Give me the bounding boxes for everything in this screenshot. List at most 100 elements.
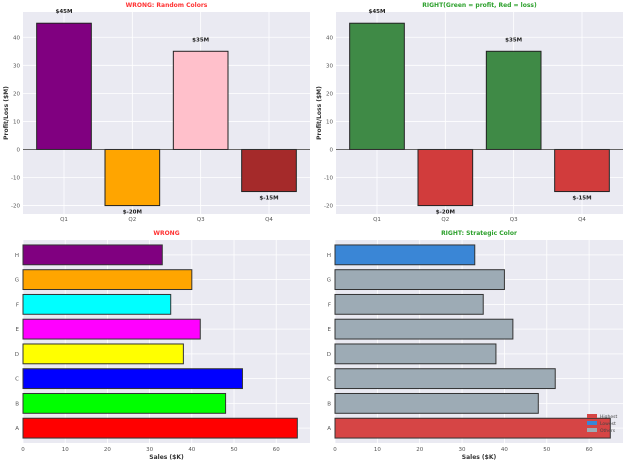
- bar-d: [22, 343, 184, 365]
- y-tick-label: -20: [11, 204, 20, 210]
- y-tick-label: 30: [13, 63, 20, 69]
- y-tick-label: H: [15, 253, 19, 259]
- y-axis-label: Profit/Loss ($M): [316, 86, 323, 140]
- x-axis-label: Sales ($K): [149, 454, 184, 461]
- y-tick-label: A: [327, 426, 331, 432]
- y-tick-label: 40: [13, 35, 20, 41]
- y-tick-label: G: [15, 278, 19, 284]
- x-tick-label: 50: [231, 447, 238, 453]
- x-tick-label: 0: [333, 447, 337, 453]
- chart-3: [334, 240, 623, 443]
- chart-0: [23, 12, 310, 214]
- chart-2: [22, 240, 310, 443]
- y-tick-label: 20: [13, 91, 20, 97]
- x-tick-label: 30: [459, 447, 466, 453]
- x-tick-label: 10: [374, 447, 381, 453]
- y-axis-label: Profit/Loss ($M): [3, 86, 10, 140]
- y-tick-label: 40: [326, 35, 333, 41]
- y-tick-label: 30: [326, 63, 333, 69]
- legend-label: Highest: [600, 414, 617, 420]
- x-tick-label: 60: [586, 447, 593, 453]
- data-label: $35M: [505, 37, 522, 43]
- bar-a: [334, 417, 611, 439]
- bar-h: [22, 244, 163, 266]
- legend-swatch: [587, 414, 597, 418]
- bar-f: [334, 293, 484, 315]
- bar-a: [22, 417, 298, 439]
- y-tick-label: 10: [13, 119, 20, 125]
- x-tick-label: Q1: [60, 217, 68, 223]
- bar-q4: [241, 148, 297, 193]
- bar-b: [334, 392, 539, 414]
- y-tick-label: 10: [326, 119, 333, 125]
- x-tick-label: 40: [188, 447, 195, 453]
- data-label: $45M: [369, 9, 386, 15]
- x-tick-label: 10: [62, 447, 69, 453]
- bar-e: [22, 318, 201, 340]
- bar-f: [22, 293, 172, 315]
- y-tick-label: 0: [330, 147, 334, 153]
- bar-q3: [485, 50, 542, 150]
- y-tick-label: D: [15, 352, 19, 358]
- x-tick-label: 40: [501, 447, 508, 453]
- bar-g: [22, 269, 193, 291]
- chart-title: WRONG: [153, 230, 179, 237]
- data-label: $35M: [192, 37, 209, 43]
- y-tick-label: C: [327, 377, 331, 383]
- bar-q2: [104, 148, 161, 207]
- y-tick-label: -20: [324, 204, 333, 210]
- bar-e: [334, 318, 514, 340]
- data-label: $-20M: [123, 210, 142, 216]
- bar-h: [334, 244, 476, 266]
- x-tick-label: 20: [104, 447, 111, 453]
- y-tick-label: 20: [326, 91, 333, 97]
- legend-swatch: [587, 421, 597, 425]
- bar-q4: [554, 148, 610, 193]
- legend-label: Lowest: [600, 421, 616, 427]
- bar-g: [334, 269, 505, 291]
- chart-1: [336, 12, 623, 214]
- y-tick-label: D: [327, 352, 331, 358]
- y-tick-label: A: [15, 426, 19, 432]
- chart-title: RIGHT(Green = profit, Red = loss): [422, 2, 537, 9]
- x-tick-label: Q4: [578, 217, 586, 223]
- y-tick-label: H: [327, 253, 331, 259]
- y-tick-label: -10: [324, 176, 333, 182]
- legend-swatch: [587, 428, 597, 432]
- y-tick-label: E: [328, 327, 332, 333]
- y-tick-label: F: [16, 302, 19, 308]
- y-tick-label: E: [16, 327, 20, 333]
- chart-title: WRONG: Random Colors: [126, 2, 208, 9]
- data-label: $-15M: [572, 196, 591, 202]
- x-tick-label: Q4: [265, 217, 273, 223]
- x-tick-label: Q3: [197, 217, 205, 223]
- x-tick-label: 50: [543, 447, 550, 453]
- chart-title: RIGHT: Strategic Color: [441, 230, 517, 237]
- x-tick-label: Q3: [510, 217, 518, 223]
- y-tick-label: 0: [17, 147, 21, 153]
- x-tick-label: Q2: [441, 217, 449, 223]
- y-tick-label: B: [15, 401, 19, 407]
- x-tick-label: Q1: [373, 217, 381, 223]
- x-tick-label: 0: [21, 447, 25, 453]
- x-tick-label: 20: [416, 447, 423, 453]
- bar-q3: [172, 50, 229, 150]
- bar-q1: [349, 22, 405, 150]
- y-tick-label: -10: [11, 176, 20, 182]
- data-label: $-15M: [259, 196, 278, 202]
- data-label: $45M: [56, 9, 73, 15]
- y-tick-label: F: [328, 302, 331, 308]
- bar-c: [334, 368, 556, 390]
- y-tick-label: G: [327, 278, 331, 284]
- x-tick-label: 60: [273, 447, 280, 453]
- bar-c: [22, 368, 243, 390]
- bar-q1: [36, 22, 92, 150]
- bar-b: [22, 392, 227, 414]
- data-label: $-20M: [436, 210, 455, 216]
- x-axis-label: Sales ($K): [462, 454, 497, 461]
- x-tick-label: 30: [146, 447, 153, 453]
- bar-q2: [417, 148, 474, 207]
- x-tick-label: Q2: [128, 217, 136, 223]
- bar-d: [334, 343, 497, 365]
